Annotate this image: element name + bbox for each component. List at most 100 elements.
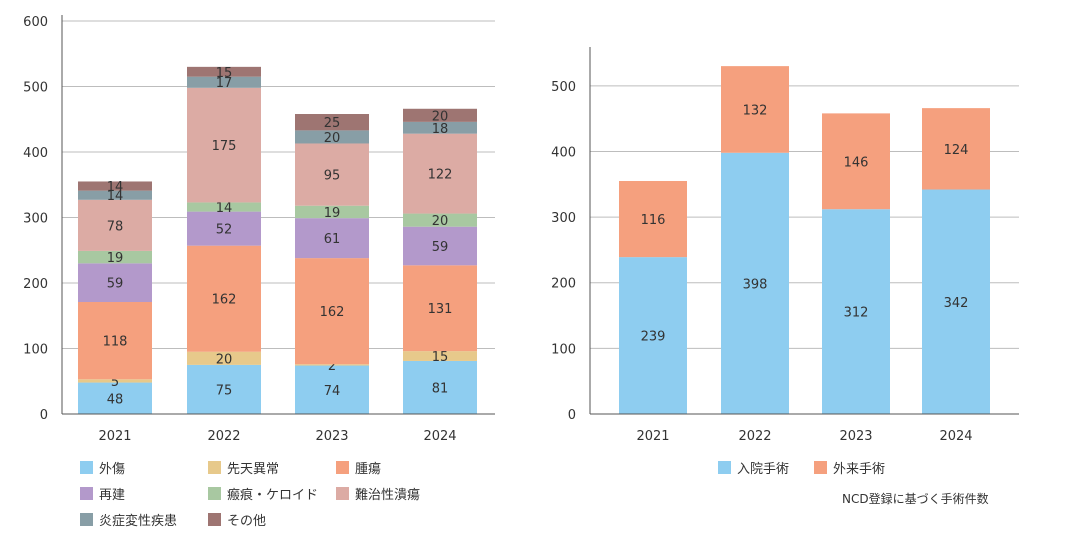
x-tick-label: 2021 xyxy=(636,429,669,444)
y-tick-label: 200 xyxy=(551,277,576,292)
legend-item: 外傷 xyxy=(80,458,125,477)
bar-segment xyxy=(187,87,261,203)
data-label: 124 xyxy=(944,143,969,158)
legend-item: 外来手術 xyxy=(814,458,885,477)
y-tick-label: 400 xyxy=(23,146,48,161)
data-label: 146 xyxy=(844,155,869,170)
bar-segment xyxy=(403,121,477,134)
bar-segment xyxy=(295,364,369,366)
legend-label: 再建 xyxy=(99,488,126,503)
bar-segment xyxy=(295,258,369,365)
data-label: 20 xyxy=(324,131,341,146)
bar-segment xyxy=(403,226,477,266)
legend-item: 再建 xyxy=(80,484,125,503)
bar-segment xyxy=(295,218,369,259)
data-label: 15 xyxy=(432,350,449,365)
data-label: 118 xyxy=(103,335,128,350)
legend-label: その他 xyxy=(227,514,267,529)
bar-segment xyxy=(78,382,152,414)
data-label: 78 xyxy=(107,219,124,234)
data-label: 131 xyxy=(428,302,453,317)
y-tick-label: 100 xyxy=(551,342,576,357)
data-label: 52 xyxy=(216,223,233,238)
legend-swatch xyxy=(208,513,221,526)
x-tick-label: 2023 xyxy=(839,429,872,444)
data-label: 74 xyxy=(324,384,341,399)
bar-segment xyxy=(403,133,477,214)
data-label: 59 xyxy=(432,240,449,255)
y-tick-label: 200 xyxy=(23,277,48,292)
bar-segment xyxy=(619,257,687,414)
legend-item: 炎症変性疾患 xyxy=(80,510,177,529)
legend-swatch xyxy=(814,461,827,474)
data-label: 122 xyxy=(428,168,453,183)
data-label: 19 xyxy=(324,206,341,221)
legend-swatch xyxy=(336,461,349,474)
source-note: NCD登録に基づく手術件数 xyxy=(842,492,989,506)
bar-segment xyxy=(295,365,369,414)
y-tick-label: 300 xyxy=(551,211,576,226)
legend-item: 瘢痕・ケロイド xyxy=(208,484,318,503)
data-label: 132 xyxy=(743,103,768,118)
bar-segment xyxy=(187,202,261,212)
x-tick-label: 2022 xyxy=(738,429,771,444)
bar-segment xyxy=(721,152,789,414)
bar-segment xyxy=(403,360,477,414)
x-tick-label: 2024 xyxy=(939,429,972,444)
data-label: 59 xyxy=(107,277,124,292)
y-tick-label: 0 xyxy=(40,408,48,423)
y-tick-label: 300 xyxy=(23,212,48,227)
y-tick-label: 500 xyxy=(23,81,48,96)
legend-swatch xyxy=(208,461,221,474)
data-label: 116 xyxy=(641,213,666,228)
legend-label: 外来手術 xyxy=(833,462,886,477)
legend-label: 先天異常 xyxy=(227,462,280,477)
x-tick-label: 2023 xyxy=(315,429,348,444)
legend-swatch xyxy=(80,461,93,474)
bar-segment xyxy=(187,211,261,246)
y-tick-label: 500 xyxy=(551,80,576,95)
bar-segment xyxy=(822,113,890,210)
y-tick-label: 400 xyxy=(551,145,576,160)
data-label: 81 xyxy=(432,381,449,396)
data-label: 17 xyxy=(216,76,233,91)
legend-swatch xyxy=(336,487,349,500)
data-label: 75 xyxy=(216,383,233,398)
data-label: 239 xyxy=(641,330,666,345)
data-label: 162 xyxy=(320,305,345,320)
bar-segment xyxy=(403,213,477,227)
data-label: 20 xyxy=(216,352,233,367)
bar-segment xyxy=(721,66,789,153)
data-label: 20 xyxy=(432,109,449,124)
legend-swatch xyxy=(80,513,93,526)
bar-segment xyxy=(922,108,990,190)
bar-segment xyxy=(78,379,152,383)
bar-segment xyxy=(295,130,369,144)
legend-label: 瘢痕・ケロイド xyxy=(227,488,319,503)
legend-label: 入院手術 xyxy=(737,462,790,477)
y-tick-label: 0 xyxy=(568,408,576,423)
bar-segment xyxy=(78,199,152,251)
data-label: 25 xyxy=(324,116,341,131)
legend-label: 外傷 xyxy=(99,462,126,477)
data-label: 14 xyxy=(107,189,124,204)
bar-segment xyxy=(295,143,369,206)
bar-segment xyxy=(922,189,990,414)
bar-segment xyxy=(78,181,152,191)
data-label: 175 xyxy=(212,139,237,154)
data-label: 162 xyxy=(212,293,237,308)
legend-item: 入院手術 xyxy=(718,458,789,477)
legend-item: 腫瘍 xyxy=(336,458,381,477)
legend-swatch xyxy=(718,461,731,474)
data-label: 20 xyxy=(432,214,449,229)
bar-segment xyxy=(619,180,687,258)
bar-segment xyxy=(295,114,369,131)
legend-label: 炎症変性疾患 xyxy=(99,514,178,529)
legend-item: 先天異常 xyxy=(208,458,279,477)
legend-label: 腫瘍 xyxy=(355,462,382,477)
bar-segment xyxy=(187,351,261,365)
bar-segment xyxy=(403,108,477,122)
